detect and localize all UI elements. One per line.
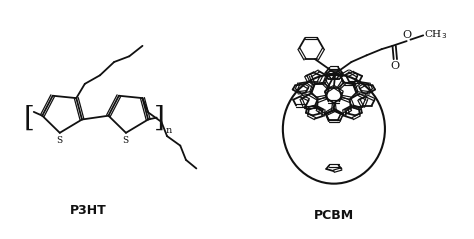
Text: O: O [402, 30, 411, 40]
Text: PCBM: PCBM [314, 209, 354, 222]
Text: n: n [165, 126, 172, 135]
Text: CH$_3$: CH$_3$ [424, 28, 447, 41]
Text: O: O [391, 61, 400, 71]
Text: S: S [56, 136, 62, 145]
Text: S: S [122, 136, 128, 145]
Text: ]: ] [154, 105, 164, 132]
Text: [: [ [24, 105, 35, 132]
Text: P3HT: P3HT [70, 204, 107, 217]
